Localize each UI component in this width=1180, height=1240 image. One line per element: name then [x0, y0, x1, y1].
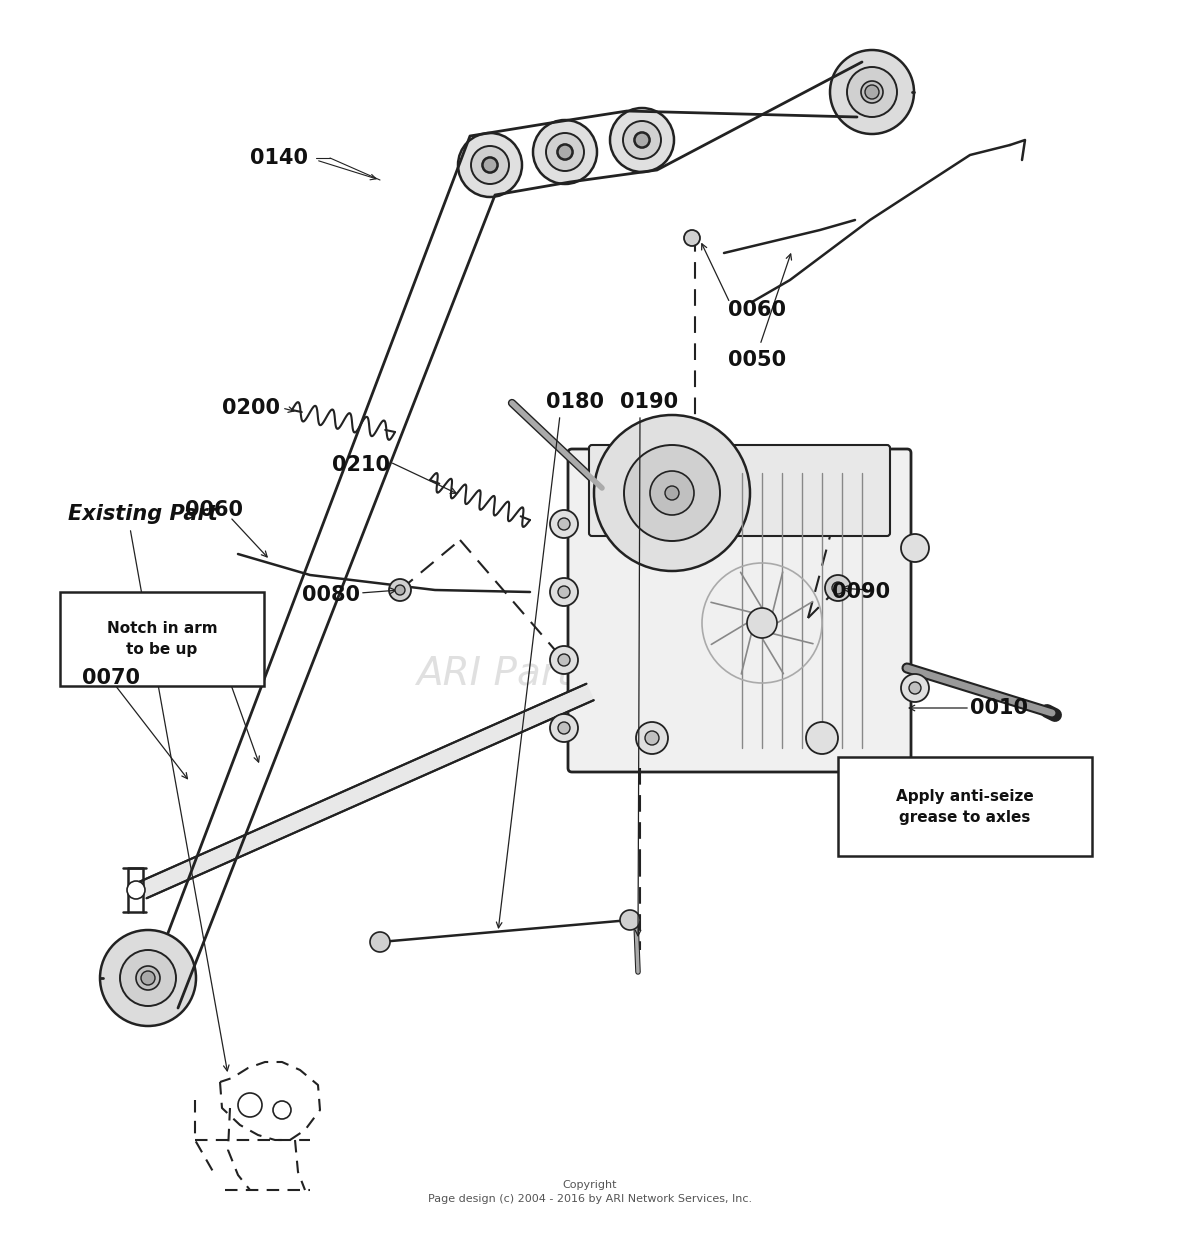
- Circle shape: [100, 930, 196, 1025]
- Text: ARI PartStream: ARI PartStream: [417, 656, 714, 694]
- Text: 0010: 0010: [970, 698, 1028, 718]
- Circle shape: [666, 486, 678, 500]
- Circle shape: [645, 732, 658, 745]
- Circle shape: [550, 714, 578, 742]
- Circle shape: [140, 971, 155, 985]
- Circle shape: [471, 146, 509, 184]
- Circle shape: [533, 120, 597, 184]
- Circle shape: [832, 582, 844, 594]
- Circle shape: [865, 86, 879, 99]
- Text: 0180: 0180: [546, 392, 604, 412]
- Circle shape: [825, 575, 851, 601]
- Circle shape: [546, 133, 584, 171]
- Circle shape: [558, 587, 570, 598]
- Polygon shape: [139, 683, 594, 898]
- Text: 0060: 0060: [728, 300, 786, 320]
- Circle shape: [902, 675, 929, 702]
- Circle shape: [550, 510, 578, 538]
- Text: Apply anti-seize
grease to axles: Apply anti-seize grease to axles: [896, 789, 1034, 825]
- Circle shape: [594, 415, 750, 570]
- Circle shape: [120, 950, 176, 1006]
- FancyBboxPatch shape: [838, 756, 1092, 856]
- Circle shape: [558, 145, 572, 159]
- Circle shape: [550, 578, 578, 606]
- Text: Copyright
Page design (c) 2004 - 2016 by ARI Network Services, Inc.: Copyright Page design (c) 2004 - 2016 by…: [428, 1180, 752, 1204]
- Circle shape: [558, 518, 570, 529]
- Text: 0070: 0070: [81, 668, 140, 688]
- Circle shape: [623, 122, 661, 159]
- Circle shape: [650, 471, 694, 515]
- Text: 0210: 0210: [332, 455, 391, 475]
- Circle shape: [806, 722, 838, 754]
- FancyBboxPatch shape: [589, 445, 890, 536]
- Text: 0080: 0080: [302, 585, 360, 605]
- Text: 0200: 0200: [222, 398, 280, 418]
- Circle shape: [620, 910, 640, 930]
- Circle shape: [909, 682, 922, 694]
- Circle shape: [558, 722, 570, 734]
- Circle shape: [902, 534, 929, 562]
- Circle shape: [371, 932, 391, 952]
- Circle shape: [483, 157, 497, 172]
- Circle shape: [557, 144, 573, 160]
- FancyBboxPatch shape: [60, 591, 264, 686]
- Circle shape: [847, 67, 897, 117]
- Circle shape: [395, 585, 405, 595]
- Text: 0050: 0050: [728, 350, 786, 370]
- Text: Existing Part: Existing Part: [68, 503, 218, 525]
- FancyBboxPatch shape: [568, 449, 911, 773]
- Text: 0090: 0090: [832, 582, 890, 601]
- Circle shape: [634, 131, 650, 148]
- Circle shape: [747, 608, 776, 639]
- Text: 0140: 0140: [250, 148, 308, 167]
- Circle shape: [389, 579, 411, 601]
- Text: Notch in arm
to be up: Notch in arm to be up: [106, 621, 217, 657]
- Circle shape: [481, 157, 498, 174]
- Circle shape: [550, 646, 578, 675]
- Circle shape: [635, 133, 649, 148]
- Circle shape: [610, 108, 674, 172]
- Circle shape: [136, 966, 160, 990]
- Circle shape: [558, 653, 570, 666]
- Circle shape: [861, 81, 883, 103]
- Circle shape: [830, 50, 914, 134]
- Text: 0190: 0190: [620, 392, 678, 412]
- Circle shape: [684, 229, 700, 246]
- Circle shape: [636, 722, 668, 754]
- Circle shape: [624, 445, 720, 541]
- Circle shape: [127, 880, 145, 899]
- Text: 0060: 0060: [185, 500, 243, 520]
- Circle shape: [458, 133, 522, 197]
